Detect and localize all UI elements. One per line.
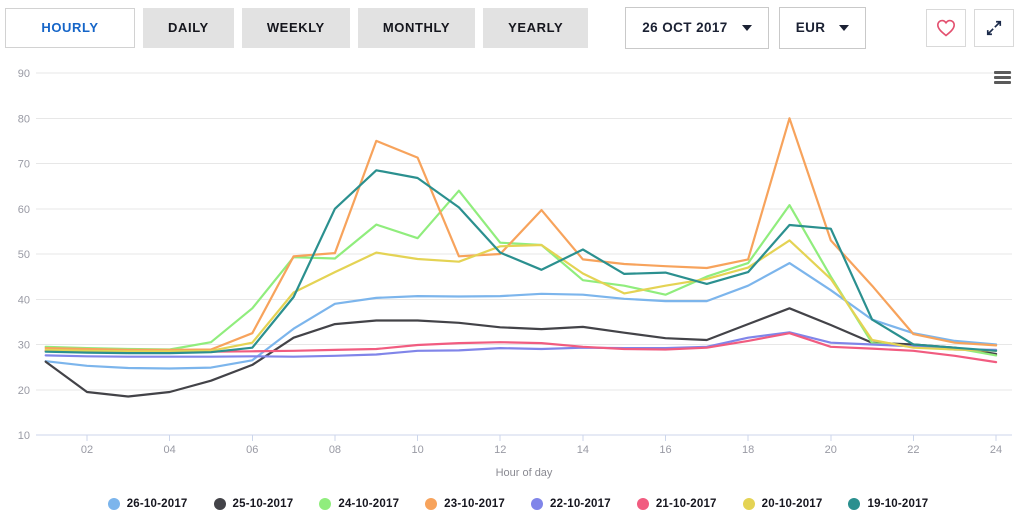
tab-weekly[interactable]: WEEKLY — [241, 7, 350, 48]
legend-item-24-10-2017[interactable]: 24-10-2017 — [319, 497, 400, 510]
x-axis-label: 16 — [659, 444, 671, 456]
legend-marker-icon — [425, 497, 438, 510]
legend-marker-icon — [636, 497, 649, 510]
legend-marker-icon — [848, 497, 861, 510]
series-line-22-10-2017 — [44, 331, 998, 358]
date-selector[interactable]: 26 OCT 2017 — [625, 6, 769, 49]
series-line-25-10-2017 — [44, 307, 998, 398]
expand-arrows-icon — [986, 20, 1002, 35]
view-tabs: HOURLY DAILY WEEKLY MONTHLY YEARLY — [5, 7, 589, 48]
x-axis-label: 06 — [246, 444, 258, 456]
legend-item-20-10-2017[interactable]: 20-10-2017 — [742, 497, 823, 510]
series-line-19-10-2017 — [44, 169, 998, 355]
y-axis-label: 40 — [18, 294, 30, 306]
x-axis-label: 14 — [577, 444, 589, 456]
y-axis-label: 80 — [18, 113, 30, 125]
caret-down-icon — [839, 24, 850, 31]
series-line-23-10-2017 — [44, 117, 998, 351]
x-axis-label: 04 — [164, 444, 176, 456]
legend-marker-icon — [107, 497, 120, 510]
legend-item-22-10-2017[interactable]: 22-10-2017 — [531, 497, 611, 510]
legend-label: 20-10-2017 — [761, 497, 823, 510]
line-chart: 10 20 30 40 50 60 70 80 90 02 04 06 08 10 12 14 16 18 20 22… — [18, 68, 1012, 479]
y-axis-label: 70 — [18, 159, 30, 171]
tab-daily[interactable]: DAILY — [143, 7, 234, 48]
chart-legend: 26-10-2017 25-10-2017 24-10-2017 23-10-2017… — [0, 480, 1036, 527]
hamburger-icon — [994, 76, 1011, 79]
series-line-26-10-2017 — [44, 262, 998, 370]
legend-item-25-10-2017[interactable]: 25-10-2017 — [213, 497, 294, 510]
tab-yearly[interactable]: YEARLY — [483, 7, 589, 48]
series-line-24-10-2017 — [44, 189, 998, 357]
legend-label: 22-10-2017 — [550, 497, 611, 510]
toolbar-actions — [926, 8, 1014, 47]
y-axis-label: 60 — [18, 204, 30, 216]
x-axis-label: 24 — [990, 444, 1002, 456]
tab-hourly[interactable]: HOURLY — [5, 7, 135, 48]
y-axis-label: 90 — [18, 68, 30, 80]
x-axis-label: 02 — [81, 444, 93, 456]
legend-marker-icon — [213, 497, 226, 510]
legend-item-23-10-2017[interactable]: 23-10-2017 — [425, 497, 505, 510]
legend-item-26-10-2017[interactable]: 26-10-2017 — [107, 497, 188, 510]
series-line-20-10-2017 — [44, 239, 998, 353]
x-axis-label: 08 — [329, 444, 341, 456]
favorite-button[interactable] — [926, 8, 966, 47]
heart-icon — [936, 19, 956, 37]
legend-label: 19-10-2017 — [867, 497, 929, 510]
expand-button[interactable] — [974, 8, 1014, 47]
tab-monthly[interactable]: MONTHLY — [357, 7, 476, 48]
legend-label: 24-10-2017 — [338, 497, 400, 510]
legend-label: 21-10-2017 — [655, 497, 717, 510]
y-axis-label: 50 — [18, 249, 30, 261]
caret-down-icon — [741, 24, 752, 31]
x-axis-label: 20 — [825, 444, 837, 456]
y-axis-label: 10 — [18, 430, 30, 442]
legend-marker-icon — [319, 497, 332, 510]
x-axis-title: Hour of day — [496, 467, 553, 479]
legend-label: 25-10-2017 — [232, 497, 294, 510]
chart-menu-button[interactable] — [994, 71, 1011, 84]
currency-selector-value: EUR — [795, 20, 826, 35]
toolbar: HOURLY DAILY WEEKLY MONTHLY YEARLY 26 OCT 20… — [0, 0, 1036, 55]
legend-marker-icon — [742, 497, 755, 510]
hamburger-icon — [994, 81, 1011, 84]
x-axis-label: 22 — [907, 444, 919, 456]
y-axis-label: 20 — [18, 385, 30, 397]
hamburger-icon — [994, 71, 1011, 74]
y-axis-label: 30 — [18, 340, 30, 352]
legend-label: 23-10-2017 — [444, 497, 505, 510]
chart-area: 10 20 30 40 50 60 70 80 90 02 04 06 08 10 12 14 16 18 20 22… — [0, 55, 1036, 480]
legend-item-19-10-2017[interactable]: 19-10-2017 — [848, 497, 929, 510]
currency-selector[interactable]: EUR — [778, 6, 867, 49]
x-axis-label: 10 — [411, 444, 423, 456]
legend-marker-icon — [531, 497, 543, 510]
legend-label: 26-10-2017 — [126, 497, 188, 510]
x-axis-label: 12 — [494, 444, 506, 456]
date-selector-value: 26 OCT 2017 — [642, 20, 728, 35]
x-axis-label: 18 — [742, 444, 754, 456]
legend-item-21-10-2017[interactable]: 21-10-2017 — [636, 497, 717, 510]
